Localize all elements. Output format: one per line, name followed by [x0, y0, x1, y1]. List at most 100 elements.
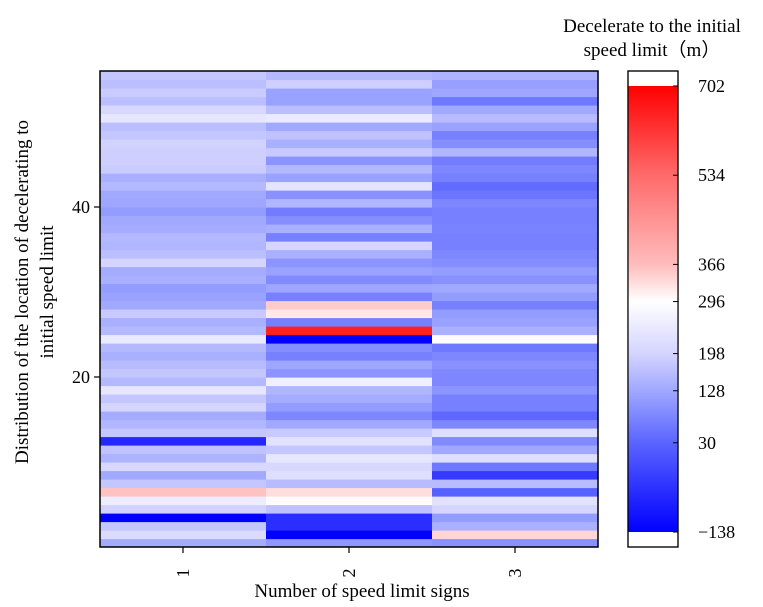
- heatmap-cell: [100, 181, 267, 191]
- heatmap-cell: [432, 224, 599, 234]
- colorbar-tick-label: 128: [698, 381, 725, 401]
- heatmap-cell: [266, 496, 433, 506]
- heatmap-cell: [432, 105, 599, 115]
- heatmap-cell: [266, 309, 433, 319]
- heatmap-cell: [432, 462, 599, 472]
- heatmap-cell: [100, 479, 267, 489]
- heatmap-cell: [266, 147, 433, 157]
- heatmap-cell: [100, 462, 267, 472]
- heatmap-cell: [432, 232, 599, 242]
- heatmap-cell: [266, 105, 433, 115]
- heatmap-cell: [100, 173, 267, 183]
- heatmap-cell: [266, 96, 433, 106]
- heatmap-cell: [100, 428, 267, 438]
- colorbar-tick-label: 296: [698, 292, 725, 312]
- colorbar-tick-label: 366: [698, 254, 725, 274]
- heatmap-cell: [266, 402, 433, 412]
- heatmap-cell: [100, 283, 267, 293]
- heatmap-cell: [100, 198, 267, 208]
- heatmap-cell: [432, 368, 599, 378]
- heatmap-cell: [100, 241, 267, 251]
- heatmap-cell: [100, 343, 267, 353]
- heatmap-cell: [432, 334, 599, 344]
- heatmap-cell: [432, 453, 599, 463]
- heatmap-cell: [266, 343, 433, 353]
- heatmap-cell: [266, 207, 433, 217]
- heatmap-cell: [266, 181, 433, 191]
- heatmap-cell: [100, 402, 267, 412]
- heatmap-cell: [432, 402, 599, 412]
- heatmap-cell: [432, 309, 599, 319]
- heatmap-cell: [100, 309, 267, 319]
- heatmap-cell: [100, 419, 267, 429]
- heatmap-cell: [100, 487, 267, 497]
- heatmap-cell: [432, 343, 599, 353]
- heatmap-cell: [100, 377, 267, 387]
- colorbar-tick-label: 534: [698, 165, 725, 185]
- heatmap-cell: [432, 79, 599, 89]
- heatmap-cell: [100, 504, 267, 514]
- heatmap-cell: [432, 156, 599, 166]
- heatmap-cell: [100, 351, 267, 361]
- heatmap-cell: [266, 88, 433, 98]
- heatmap-cell: [100, 326, 267, 336]
- y-tick-label: 20: [72, 367, 90, 387]
- heatmap-cell: [432, 479, 599, 489]
- heatmap-cell: [100, 258, 267, 268]
- heatmap-cell: [432, 249, 599, 259]
- heatmap-cell: [100, 224, 267, 234]
- heatmap-cell: [266, 300, 433, 310]
- heatmap-cell: [432, 377, 599, 387]
- heatmap-cell: [100, 368, 267, 378]
- heatmap-cell: [432, 96, 599, 106]
- heatmap-cell: [432, 317, 599, 327]
- colorbar-tick-label: 30: [698, 433, 716, 453]
- heatmap-cell: [100, 453, 267, 463]
- heatmap-cell: [432, 275, 599, 285]
- heatmap-cell: [432, 521, 599, 531]
- heatmap-cell: [432, 419, 599, 429]
- heatmap-cell: [100, 190, 267, 200]
- heatmap-cell: [432, 385, 599, 395]
- heatmap-cell: [266, 79, 433, 89]
- heatmap-cell: [100, 317, 267, 327]
- heatmap-cell: [266, 419, 433, 429]
- heatmap-cell: [432, 351, 599, 361]
- heatmap-cell: [432, 215, 599, 225]
- heatmap-cell: [432, 436, 599, 446]
- heatmap-cell: [266, 334, 433, 344]
- heatmap-cell: [266, 470, 433, 480]
- heatmap-cell: [100, 130, 267, 140]
- heatmap-cell: [266, 173, 433, 183]
- heatmap-cell: [100, 147, 267, 157]
- heatmap-cell: [100, 538, 267, 548]
- heatmap-cell: [432, 130, 599, 140]
- heatmap-cell: [266, 436, 433, 446]
- colorbar-tick-label: −138: [698, 522, 735, 542]
- heatmap-cell: [266, 122, 433, 132]
- y-tick-label: 40: [72, 197, 90, 217]
- heatmap-cell: [100, 436, 267, 446]
- x-tick-label: 2: [339, 569, 359, 578]
- heatmap-cell: [266, 453, 433, 463]
- heatmap-cell: [432, 513, 599, 523]
- heatmap-cell: [432, 164, 599, 174]
- heatmap-cell: [266, 156, 433, 166]
- heatmap-cell: [100, 411, 267, 421]
- heatmap-cell: [432, 487, 599, 497]
- heatmap-cell: [266, 521, 433, 531]
- heatmap-cell: [432, 283, 599, 293]
- heatmap-cell: [432, 122, 599, 132]
- heatmap-cell: [432, 300, 599, 310]
- heatmap-cell: [266, 275, 433, 285]
- heatmap-cell: [100, 394, 267, 404]
- heatmap-cell: [432, 173, 599, 183]
- heatmap-cell: [100, 164, 267, 174]
- heatmap-cell: [266, 232, 433, 242]
- heatmap-cell: [100, 207, 267, 217]
- heatmap-cell: [266, 479, 433, 489]
- colorbar-gradient: [628, 86, 678, 532]
- heatmap-cell: [432, 428, 599, 438]
